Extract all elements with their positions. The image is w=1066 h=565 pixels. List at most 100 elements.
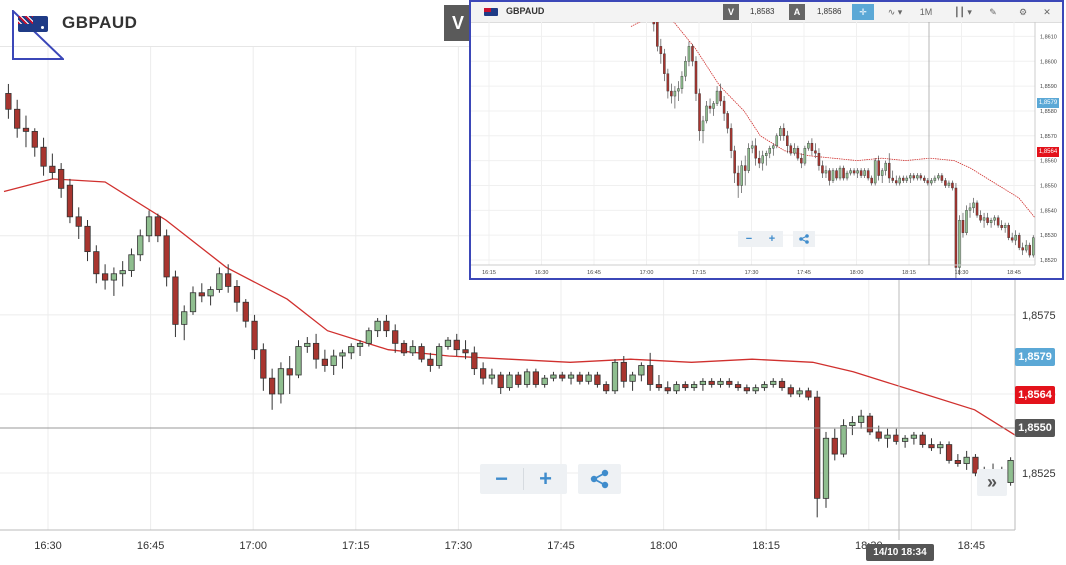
inset-candle-bearish [926,180,930,184]
inset-candle-bearish [1007,225,1010,238]
inset-candle-bearish [708,105,712,109]
inset-candle-bullish [863,170,866,176]
candle-bearish [93,251,100,275]
x-tick-label: 18:00 [650,540,678,552]
candle-bullish [1007,460,1014,483]
inset-candle-bullish [933,177,937,181]
inset-candle-bullish [740,165,743,186]
candle-bearish [576,374,583,382]
zoom-in-button[interactable]: + [539,466,552,491]
share-button[interactable] [578,464,621,494]
chart-type-icon[interactable]: ┃┃ ▾ [954,7,972,17]
candle-bearish [945,444,953,461]
inset-candle-bullish [1024,244,1028,251]
close-icon[interactable]: ✕ [1043,7,1051,17]
candle-bearish [58,168,65,189]
candle-bearish [400,342,408,354]
inset-candle-bearish [902,177,905,181]
inset-candle-bearish [754,145,757,159]
candle-bullish [137,235,144,256]
pencil-icon[interactable]: ✎ [989,7,997,17]
candle-bearish [778,380,786,389]
candle-bearish [225,273,232,287]
candle-bullish [840,425,847,455]
inset-candle-bullish [807,143,810,149]
inset-zoom-in-button[interactable]: + [768,233,776,245]
candle-bullish [673,384,680,392]
candle-bullish [295,346,302,376]
inset-candle-bullish [831,170,835,181]
candle-bearish [172,276,179,325]
inset-candle-bullish [989,220,993,223]
candle-bearish [743,387,750,392]
inset-y-tick-label: 1,8520 [1040,258,1057,264]
zoom-out-button[interactable]: − [495,466,508,491]
candle-bearish [154,216,161,237]
inset-candle-bullish [1003,225,1007,228]
candle-bearish [40,146,47,167]
inset-candle-bearish [870,177,873,184]
inset-candle-bullish [937,175,940,179]
candle-bearish [383,320,390,332]
inset-y-tick-label: 1,8600 [1040,59,1057,65]
inset-a-button[interactable]: A [789,4,805,20]
symbol-title: GBPAUD [62,13,138,32]
candle-bearish [31,131,38,148]
candle-bullish [822,437,830,499]
view-button[interactable]: V [444,5,472,41]
inset-candle-bullish [705,105,708,122]
inset-candle-bearish [891,177,894,181]
inset-x-tick-label: 16:45 [587,270,601,276]
candle-bearish [84,225,91,253]
candle-bearish [49,165,56,173]
inset-candle-bullish [856,170,859,174]
candle-bullish [216,273,223,290]
inset-candle-bearish [887,162,891,179]
candle-bullish [436,346,443,366]
inset-candle-bullish [747,148,750,171]
timeframe-select[interactable]: 1M [919,7,933,17]
candle-bearish [101,273,109,281]
candle-bearish [462,349,469,354]
inset-candle-bullish [764,152,768,156]
inset-candle-bullish [916,175,919,179]
crosshair-time-label: 14/10 18:34 [866,544,934,561]
symbol-header: GBPAUD [0,0,470,60]
candle-bearish [594,374,601,385]
candle-bullish [444,339,452,347]
inset-chart[interactable]: 16:15 16:30 16:45 17:00 17:15 17:30 17:45 18:00… [471,22,1062,278]
inset-share-button[interactable] [793,231,815,247]
candle-bearish [805,390,812,398]
candle-bearish [497,374,504,389]
flag-gb-au-icon [18,16,48,32]
candle-bullish [937,444,944,449]
candle-bullish [356,342,364,347]
scroll-forward-button[interactable]: » [977,469,1007,496]
candle-bearish [532,371,539,385]
inset-candle-bearish [726,113,729,129]
zoom-controls: − + [480,464,567,494]
inset-zoom-out-button[interactable]: − [745,233,753,245]
candle-bearish [269,377,276,395]
candle-bearish [866,415,874,433]
crosshair-tool-icon[interactable]: ✛ [852,4,874,20]
inset-v-button[interactable]: V [723,4,739,20]
inset-candle-bullish [772,145,775,149]
candle-bearish [198,292,205,297]
candle-bullish [796,390,803,395]
draw-tool-icon[interactable]: ∿ ▾ [887,7,903,17]
inset-candle-bearish [652,22,656,25]
candle-bearish [312,342,320,360]
inset-candle-bearish [919,175,923,179]
inset-candle-bullish [845,172,849,179]
gear-icon[interactable]: ⚙ [1018,7,1028,17]
candle-bearish [708,380,715,385]
inset-candle-bearish [663,53,666,74]
inset-candle-bearish [979,215,982,221]
inset-candle-bearish [954,187,958,268]
inset-y-tick-label: 1,8580 [1040,109,1057,115]
inset-candle-bearish [796,148,800,159]
inset-ma-tag: 1,8564 [1037,147,1059,157]
inset-candle-bullish [750,145,754,149]
candle-bullish [611,361,619,392]
